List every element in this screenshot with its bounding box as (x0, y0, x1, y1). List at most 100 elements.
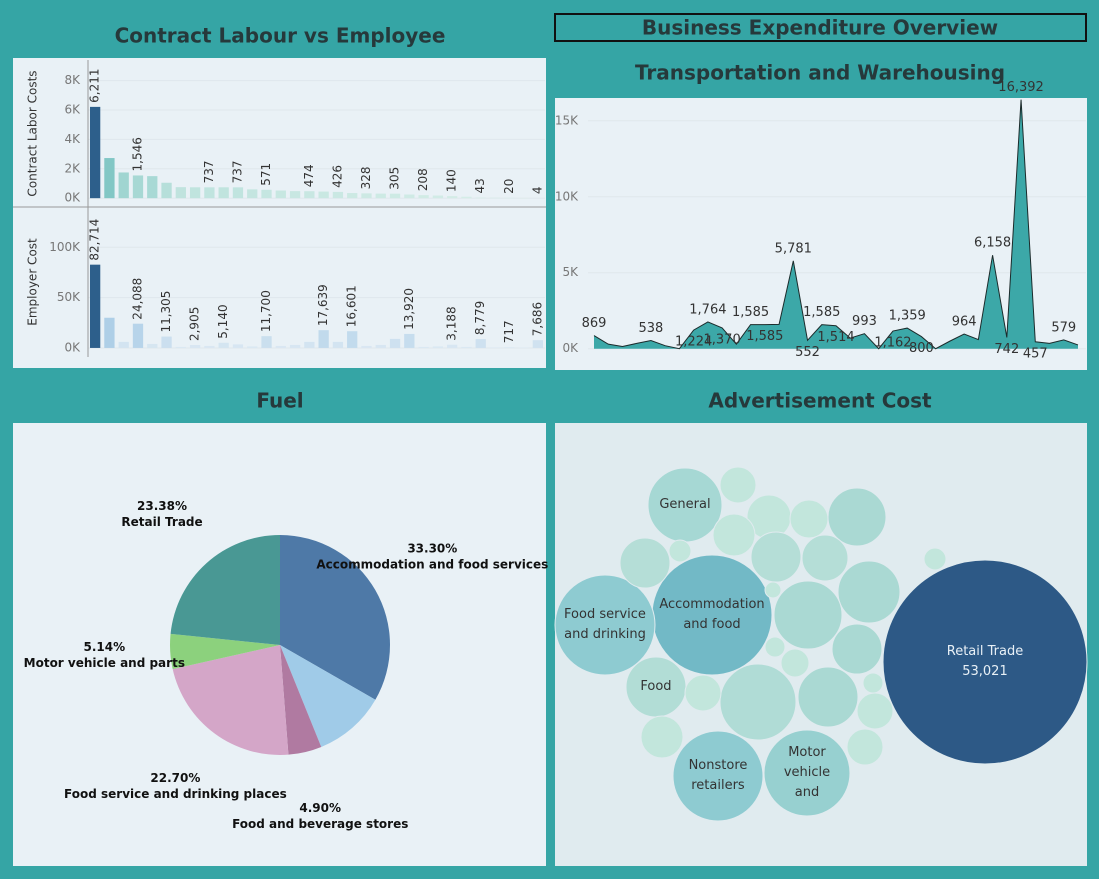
bubble-label: Nonstore retailers (680, 731, 757, 821)
y-tick-label: 0K (64, 340, 81, 354)
data-label: 20 (502, 179, 516, 194)
data-label: 1,370 (704, 332, 741, 347)
pie-slice (170, 535, 280, 645)
bar (475, 197, 486, 199)
y-tick-label: 50K (57, 290, 81, 304)
bar (104, 317, 115, 348)
bar (447, 196, 458, 199)
bar (218, 187, 229, 199)
bar (532, 340, 544, 348)
bar (318, 330, 329, 348)
data-label: 328 (359, 166, 373, 189)
data-label: 1,514 (817, 330, 854, 345)
slice-value: 4.90% (299, 801, 341, 815)
data-label: 24,088 (130, 278, 144, 320)
bar (432, 346, 444, 348)
data-label: 5,781 (775, 241, 812, 256)
pie-slice (280, 535, 390, 700)
slice-label: Food and beverage stores (232, 817, 408, 831)
slice-label: Retail Trade (121, 515, 202, 529)
bar (475, 339, 486, 348)
data-label: 571 (259, 163, 273, 186)
slice-label: Food service and drinking places (64, 787, 287, 801)
data-label: 737 (230, 160, 244, 183)
pie-slice (170, 633, 280, 670)
data-label: 964 (952, 315, 977, 330)
y-axis-label: Employer Cost (26, 238, 40, 326)
bubble (640, 715, 684, 759)
pie-slice (172, 645, 289, 756)
bubble-label: Accommodation and food (659, 555, 764, 675)
data-label: 800 (909, 341, 934, 356)
bar (304, 191, 315, 199)
data-label: 208 (416, 168, 430, 191)
bar (118, 172, 129, 199)
data-label: 3,188 (445, 306, 459, 340)
data-label: 1,764 (689, 302, 726, 317)
bar (389, 193, 401, 199)
data-label: 1,224 (675, 335, 712, 350)
data-label: 1,162 (874, 336, 911, 351)
bar (418, 195, 429, 199)
data-label: 1,359 (889, 309, 926, 324)
bar (461, 196, 472, 199)
bubble (773, 580, 843, 650)
bar (89, 106, 101, 199)
data-label: 1,585 (746, 329, 783, 344)
bubble (789, 499, 829, 539)
bubble (882, 559, 1088, 765)
bar (175, 346, 186, 348)
bar (361, 345, 372, 348)
bar (232, 344, 244, 348)
bubble-name: Nonstore retailers (688, 757, 748, 793)
y-tick-label: 0K (64, 191, 81, 205)
bar (204, 187, 215, 199)
data-label: 993 (852, 314, 877, 329)
bar (289, 191, 301, 199)
y-tick-label: 15K (555, 113, 579, 127)
bar (161, 336, 172, 348)
data-label: 474 (302, 164, 316, 187)
bubble (719, 663, 797, 741)
bubble (619, 537, 671, 589)
bar (189, 345, 201, 348)
data-label: 43 (473, 178, 487, 193)
bar (375, 193, 386, 199)
bar (232, 187, 244, 199)
y-tick-label: 0K (562, 341, 579, 355)
chart-title: Advertisement Cost (708, 389, 932, 413)
area-fill (594, 99, 1078, 349)
bar (347, 193, 358, 199)
bar (104, 158, 115, 199)
bubble-label: Retail Trade 53,021 (898, 560, 1071, 764)
bar (275, 345, 286, 348)
bubble-name: Food service and drinking (564, 606, 646, 642)
pie-slice (280, 645, 322, 755)
bar (332, 341, 344, 348)
data-label: 5,140 (216, 304, 230, 338)
data-label: 13,920 (402, 288, 416, 330)
bubble (764, 581, 782, 599)
bar (332, 191, 344, 199)
bar (289, 344, 301, 348)
chart-title: Contract Labour vs Employee (115, 24, 446, 48)
bar (461, 346, 472, 348)
bar (261, 189, 272, 199)
bar (361, 193, 372, 199)
slice-value: 33.30% (407, 541, 457, 555)
bubble-name: Food (640, 678, 672, 694)
data-label: 717 (502, 320, 516, 343)
bubble (797, 666, 859, 728)
slice-label: Motor vehicle and parts (24, 656, 185, 670)
y-tick-label: 10K (555, 189, 579, 203)
bar (404, 194, 415, 199)
bubble (764, 636, 786, 658)
bar (432, 195, 444, 199)
bubble-label: Food service and drinking (563, 575, 648, 675)
bubble-name: Motor vehicle and (783, 744, 831, 800)
bubble (846, 728, 884, 766)
data-label: 742 (994, 342, 1019, 357)
bar (161, 182, 172, 199)
